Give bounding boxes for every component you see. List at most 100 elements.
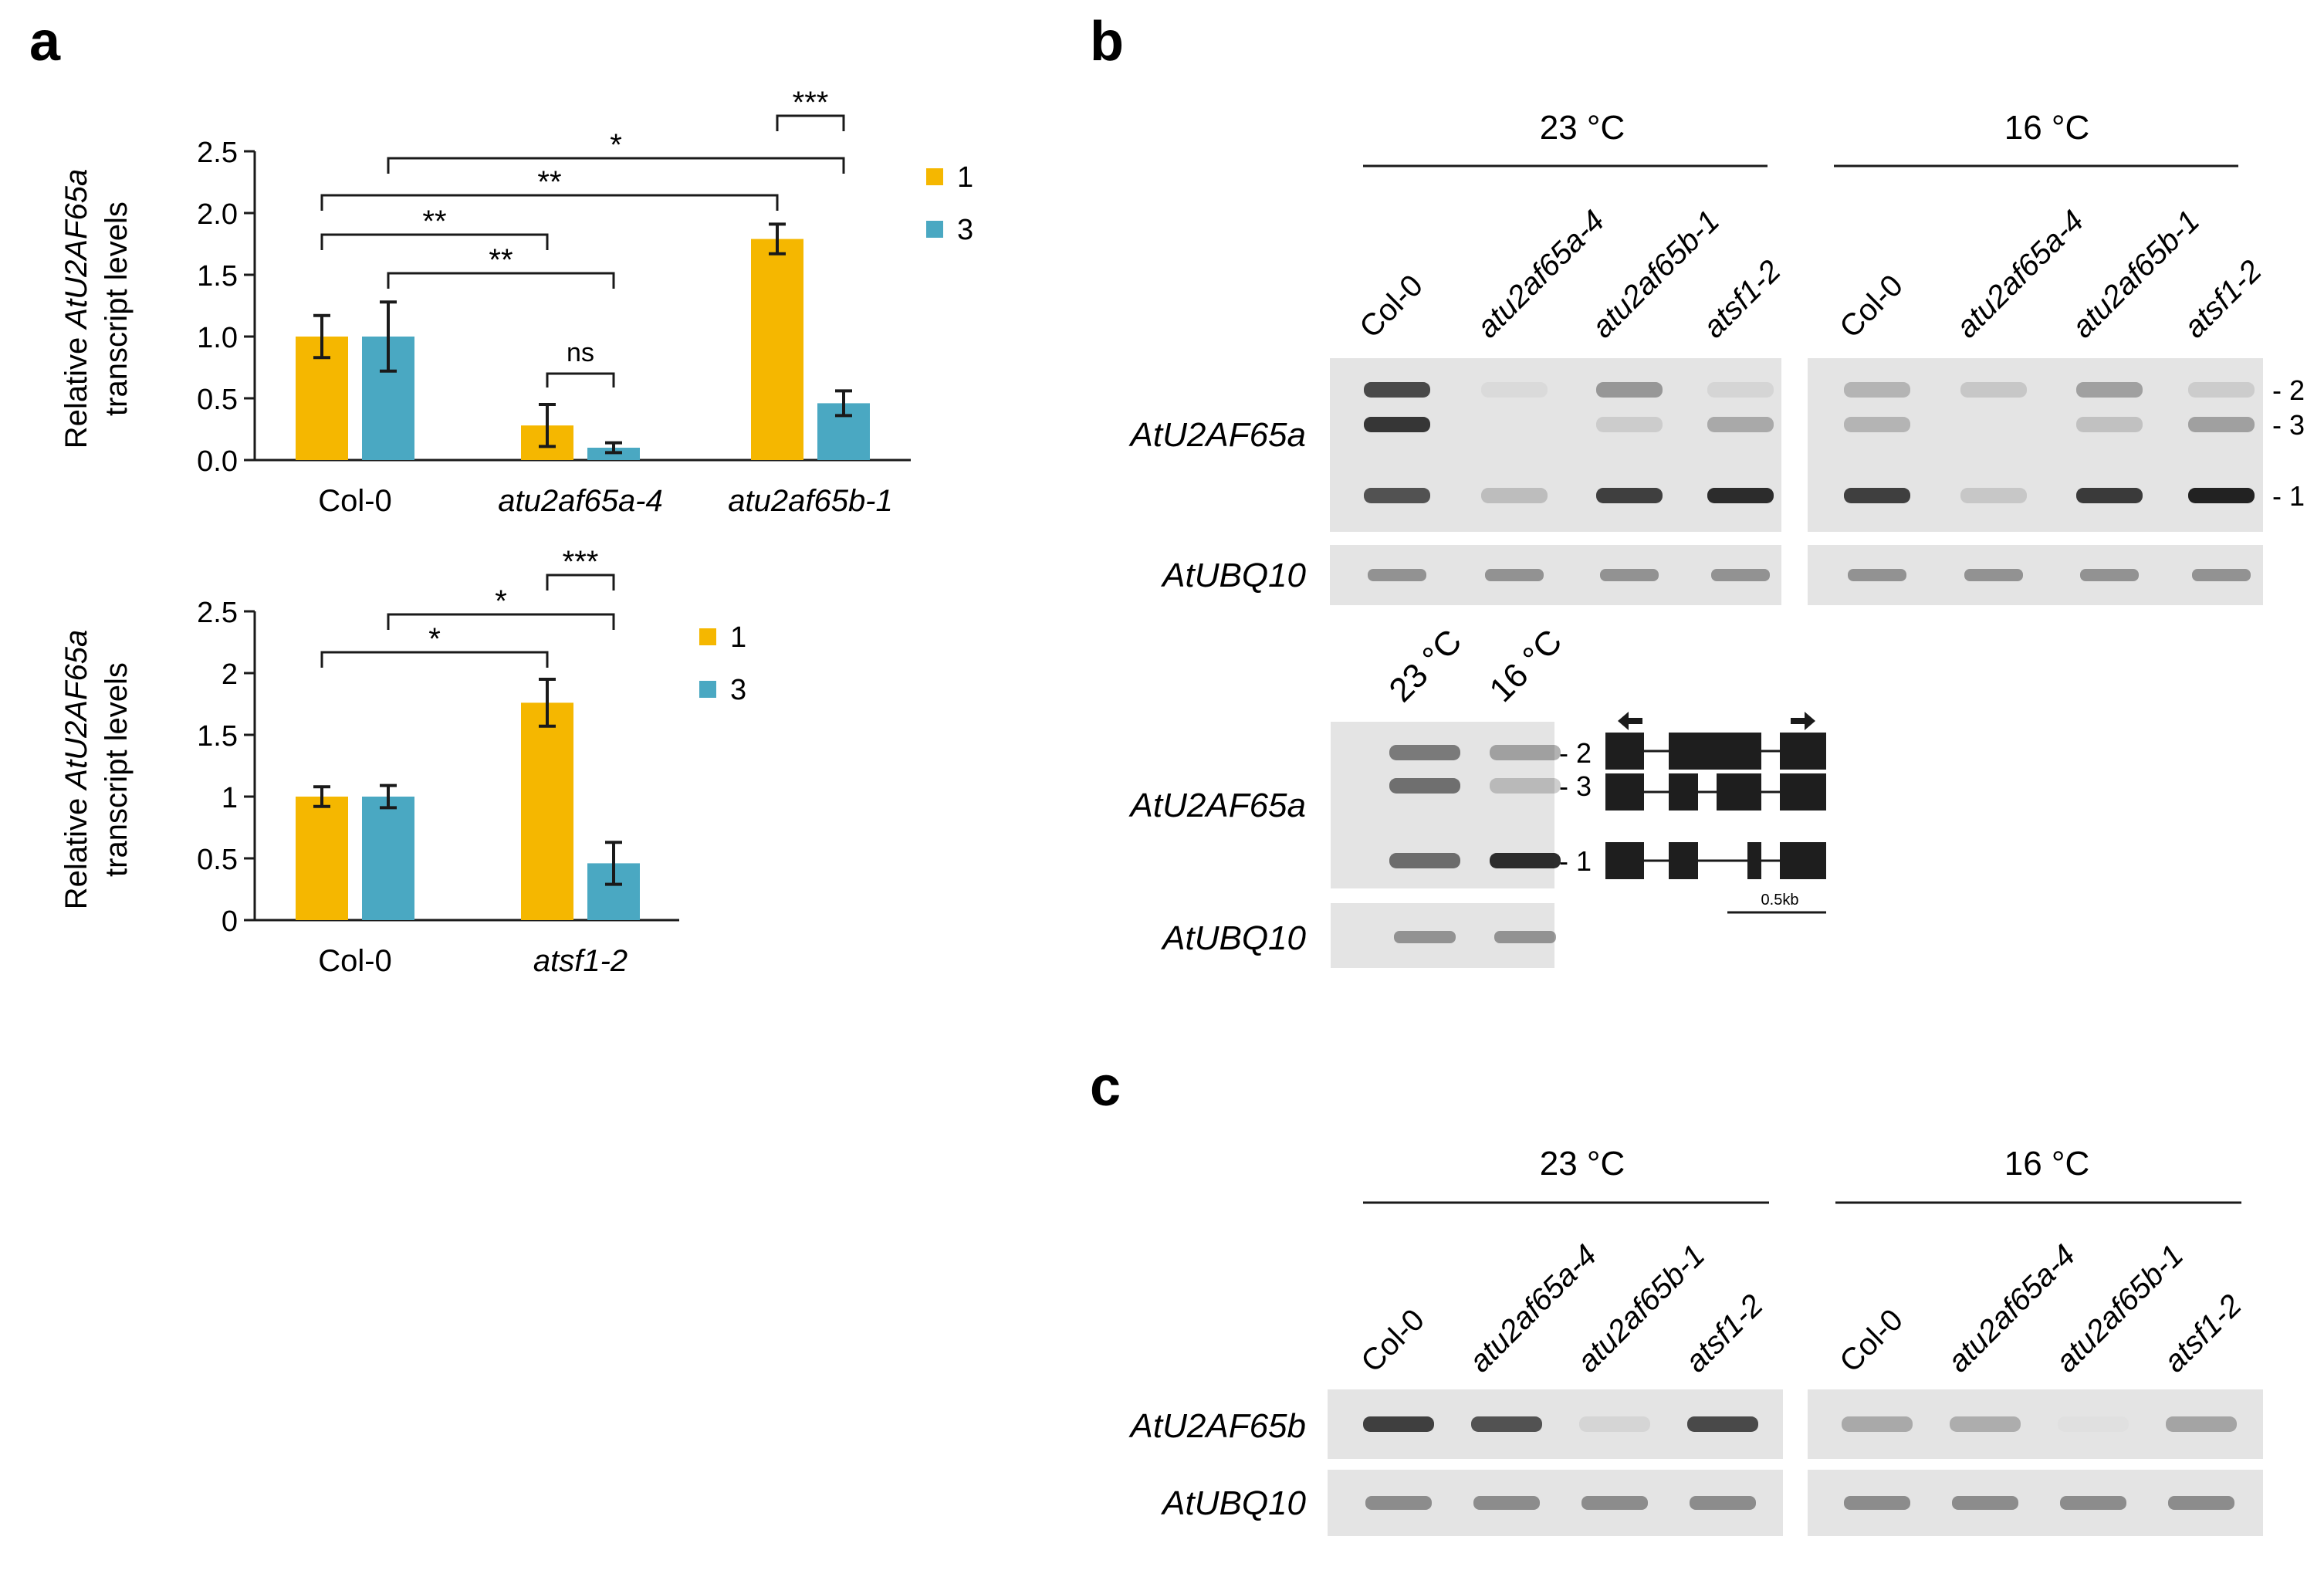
bar-chart-bottom: Relative AtU2AF65a transcript levels 0 0.… (59, 545, 746, 978)
gel-band (1490, 853, 1561, 868)
lane-label-col-0: Col-0 (1355, 1303, 1431, 1379)
exon-block (1717, 773, 1761, 810)
significance-label: ns (567, 338, 594, 367)
gel-band (1364, 382, 1430, 398)
svg-text:transcript levels: transcript levels (100, 201, 134, 416)
lane-label-col-0: Col-0 (1833, 1303, 1910, 1379)
gel-band-ubq10 (1964, 569, 2023, 581)
y-tick-label: 2 (222, 658, 238, 691)
x-category-label: atu2af65b-1 (728, 484, 893, 518)
gel-band-ubq10 (2060, 1496, 2126, 1510)
bar-chart-top: Relative AtU2AF65a transcript levels 0.0… (59, 86, 973, 518)
gel-band (1960, 488, 2027, 503)
gel-band (2188, 417, 2255, 432)
lane-label-col-0: Col-0 (1353, 269, 1429, 345)
y-tick-label: 2.5 (197, 597, 238, 629)
gel-band (2076, 382, 2143, 398)
gel-band-ubq10 (1848, 569, 1906, 581)
y-tick-label: 0.0 (197, 445, 238, 478)
gene-label: AtUBQ10 (1160, 557, 1306, 594)
bar-atu2af65b-1-series-1 (751, 239, 803, 460)
gel-band (2058, 1416, 2129, 1432)
gel-band (2188, 382, 2255, 398)
exon-block (1605, 842, 1644, 879)
gel-band (1707, 382, 1774, 398)
gel-band (1707, 488, 1774, 503)
significance-bracket (546, 372, 615, 387)
temperature-label: 16 °C (2004, 1145, 2090, 1183)
gel-band-ubq10 (1711, 569, 1770, 581)
significance-label: ** (422, 205, 446, 239)
temperature-label: 23 °C (1540, 109, 1625, 147)
gel-image-AtUBQ10 (1331, 903, 1554, 968)
y-tick-label: 1 (222, 782, 238, 814)
gel-image-AtUBQ10 (1808, 545, 2263, 605)
band-label: - 1 (1559, 845, 1592, 877)
gel-band (1596, 488, 1663, 503)
band-label: - 3 (2272, 409, 2305, 441)
gel-band (1844, 417, 1910, 432)
y-tick-label: 0.5 (197, 384, 238, 416)
gel-band-ubq10 (1368, 569, 1426, 581)
significance-bracket (387, 272, 615, 289)
gel-band-ubq10 (1581, 1496, 1648, 1510)
exon-block (1780, 773, 1826, 810)
exon-block (1605, 773, 1644, 810)
svg-text:Relative AtU2AF65a: Relative AtU2AF65a (59, 630, 93, 909)
gel-band (1844, 488, 1910, 503)
legend-swatch-3 (699, 681, 716, 698)
gel-band (1490, 778, 1561, 794)
gel-band (1364, 488, 1430, 503)
exon-block (1780, 733, 1826, 770)
lane-label-atsf1-2: atsf1-2 (1696, 254, 1788, 345)
panel-label-c: c (1090, 1056, 1121, 1118)
significance-label: *** (793, 86, 829, 120)
gel-band (1687, 1416, 1758, 1432)
gel-band-ubq10 (2192, 569, 2251, 581)
svg-text:transcript levels: transcript levels (100, 662, 134, 877)
legend: 1 3 (926, 161, 973, 246)
legend-swatch-3 (926, 221, 943, 238)
lane-label-atsf1-2: atsf1-2 (1679, 1288, 1770, 1379)
bar-col-0-series-3 (362, 797, 414, 920)
significance-label: * (610, 128, 622, 162)
gel-band (1481, 382, 1548, 398)
significance-bracket (320, 233, 549, 250)
reverse-primer-arrow (1791, 712, 1815, 730)
significance-bracket (320, 651, 549, 668)
significance-bracket (387, 157, 845, 174)
gel-band-ubq10 (1690, 1496, 1756, 1510)
significance-label: ** (489, 243, 512, 277)
gel-band (1842, 1416, 1913, 1432)
lane-label-col-0: Col-0 (1833, 269, 1910, 345)
legend-label-1: 1 (730, 621, 746, 654)
gel-band-ubq10 (2168, 1496, 2234, 1510)
legend-swatch-1 (699, 628, 716, 645)
exon-block (1669, 733, 1761, 770)
gel-band (1490, 745, 1561, 760)
x-category-label: Col-0 (318, 484, 392, 518)
y-tick-label: 1.5 (197, 720, 238, 753)
y-tick-label: 1.5 (197, 260, 238, 293)
gel-panel-b-temperature: 23 °C 16 °C AtU2AF65a AtUBQ10 - 2- 3 - 1 0.5kb (1128, 622, 1798, 968)
exon-block (1747, 842, 1761, 879)
gel-band (1596, 417, 1663, 432)
significance-label: ** (537, 165, 561, 199)
lane-label-temperature: 16 °C (1482, 622, 1569, 709)
gel-band (2076, 417, 2143, 432)
gene-label: AtU2AF65b (1128, 1407, 1306, 1445)
band-label: - 2 (2272, 374, 2305, 406)
lane-label-temperature: 23 °C (1382, 622, 1469, 709)
x-category-label: atsf1-2 (533, 944, 628, 978)
gel-image-AtUBQ10 (1328, 1470, 1783, 1536)
legend: 1 3 (699, 621, 746, 706)
gene-label: AtUBQ10 (1160, 1484, 1306, 1522)
exon-block (1605, 733, 1644, 770)
significance-bracket (546, 574, 615, 591)
gel-band-ubq10 (1365, 1496, 1432, 1510)
y-tick-label: 0.5 (197, 844, 238, 876)
y-tick-label: 2.0 (197, 198, 238, 231)
gel-band (1579, 1416, 1650, 1432)
